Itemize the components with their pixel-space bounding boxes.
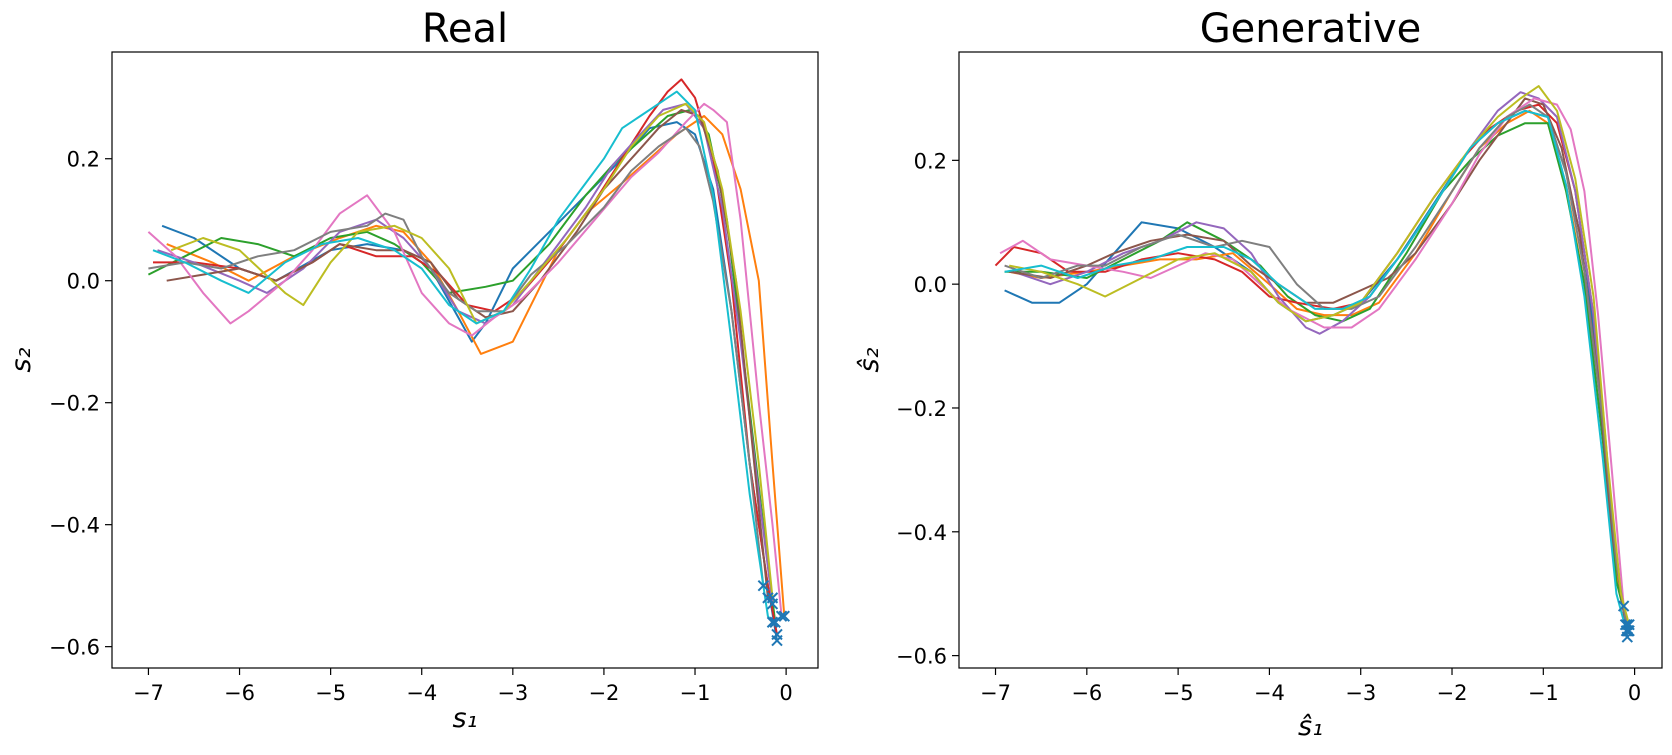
series-line-3 — [994, 103, 1630, 632]
series-line-6 — [147, 102, 783, 617]
endpoint-marker-7 — [757, 579, 770, 592]
series-line-4 — [1013, 91, 1631, 632]
y-tick-label: −0.6 — [896, 645, 947, 669]
endpoint-marker-6 — [1617, 600, 1630, 612]
x-tick-label: −6 — [1071, 681, 1102, 705]
series-line-6 — [999, 97, 1625, 607]
series-line-7 — [148, 127, 765, 586]
series-line-2 — [1004, 122, 1629, 625]
y-axis-label: ŝ₂ — [854, 347, 885, 372]
x-tick-label: −2 — [588, 681, 619, 705]
chart-title: Generative — [1200, 6, 1422, 52]
endpoint-marker-6 — [775, 610, 788, 622]
endpoint-marker-1 — [778, 610, 791, 622]
series-line-3 — [153, 78, 778, 635]
series-line-8 — [1009, 85, 1631, 625]
chart-title: Real — [422, 6, 508, 52]
x-tick-label: −6 — [224, 681, 255, 705]
series-line-9 — [1004, 109, 1628, 632]
x-axis-label: ŝ₁ — [1298, 711, 1323, 742]
x-tick-label: 0 — [779, 681, 792, 705]
y-tick-label: 0.2 — [67, 148, 100, 172]
y-axis-label: s₂ — [6, 347, 37, 372]
x-tick-label: −5 — [1163, 681, 1194, 705]
series-line-4 — [157, 102, 774, 605]
series-line-2 — [147, 108, 777, 623]
endpoint-marker-3 — [771, 628, 783, 641]
y-tick-label: −0.6 — [49, 636, 100, 660]
series-line-7 — [1004, 103, 1629, 632]
x-tick-label: −1 — [1528, 681, 1559, 705]
series-line-5 — [166, 108, 769, 599]
x-tick-label: −4 — [406, 681, 437, 705]
x-tick-label: −7 — [980, 681, 1011, 705]
panel-real: −7 −6 −5 −4 −3 −2 −1 0 0.2 0.0 −0.2 −0.4 −0.6 Real s₁ s… — [6, 6, 819, 734]
series-line-8 — [170, 102, 774, 599]
y-tick-label: −0.4 — [49, 514, 100, 538]
series-line-0 — [161, 121, 778, 641]
x-tick-label: −3 — [497, 681, 528, 705]
y-tick-label: 0.0 — [914, 273, 947, 297]
x-tick-label: −3 — [1345, 681, 1376, 705]
x-tick-label: −5 — [315, 681, 346, 705]
panel-generative: −7 −6 −5 −4 −3 −2 −1 0 0.2 0.0 −0.2 −0.4 −0.6 Generat… — [854, 6, 1663, 742]
endpoint-marker-8 — [1623, 618, 1635, 631]
x-tick-label: −4 — [1254, 681, 1285, 705]
endpoint-marker-8 — [766, 592, 779, 604]
series-line-1 — [1009, 109, 1630, 632]
y-tick-label: 0.0 — [67, 270, 100, 294]
x-tick-label: 0 — [1628, 681, 1641, 705]
series-line-5 — [1009, 97, 1627, 625]
x-tick-label: −1 — [680, 681, 711, 705]
endpoint-marker-9 — [766, 616, 779, 628]
series-line-1 — [166, 115, 786, 617]
axes-frame — [958, 51, 1663, 669]
series-line-9 — [152, 90, 774, 623]
endpoint-marker-5 — [762, 592, 774, 604]
series-line-0 — [1004, 109, 1629, 638]
y-tick-label: 0.2 — [914, 149, 947, 173]
y-tick-label: −0.2 — [49, 392, 100, 416]
y-tick-label: −0.4 — [896, 521, 947, 545]
x-tick-label: −7 — [133, 681, 164, 705]
x-tick-label: −2 — [1437, 681, 1468, 705]
endpoint-marker-9 — [1620, 625, 1633, 637]
x-axis-label: s₁ — [453, 703, 478, 734]
y-tick-label: −0.2 — [896, 397, 947, 421]
axes-frame — [111, 51, 819, 669]
